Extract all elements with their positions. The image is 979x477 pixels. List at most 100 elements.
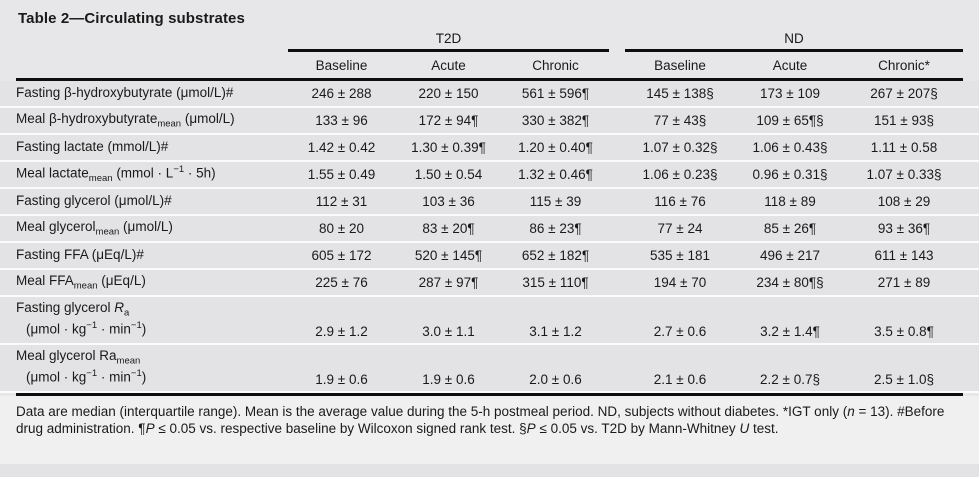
cell-value: 3.5 ± 0.8¶: [874, 324, 934, 339]
row-label: Meal glycerol Ramean (μmol · kg−1 · min−…: [16, 347, 288, 387]
table-bottom-rule: [16, 393, 963, 396]
row-label: Meal lactatemean (mmol · L−1 · 5h): [16, 164, 288, 186]
cell-value: 315 ± 110¶: [522, 275, 589, 290]
cell-value: 109 ± 65¶§: [756, 113, 824, 128]
row-label-line1: Fasting lactate (mmol/L)#: [16, 139, 169, 155]
row-label-line2: (μmol · kg−1 · min−1): [26, 368, 147, 385]
cell-value: 267 ± 207§: [870, 86, 938, 101]
table-row: Meal lactatemean (mmol · L−1 · 5h) 1.55 …: [0, 162, 979, 187]
cell-value: 1.9 ± 0.6: [315, 372, 368, 387]
cell-value: 194 ± 70: [653, 275, 707, 290]
cell-value: 2.2 ± 0.7§: [760, 372, 820, 387]
cell-value: 145 ± 138§: [646, 86, 714, 101]
cell-value: 535 ± 181: [650, 248, 710, 263]
cell-value: 1.11 ± 0.58: [870, 140, 938, 155]
row-label-line1: Meal glycerol Ramean: [16, 347, 141, 367]
column-header-row: Baseline Acute Chronic Baseline Acute Ch…: [0, 52, 979, 78]
cell-value: 112 ± 31: [315, 194, 368, 209]
cell-value: 77 ± 24: [657, 221, 703, 236]
cell-value: 77 ± 43§: [653, 113, 707, 128]
cell-value: 3.1 ± 1.2: [529, 324, 582, 339]
cell-value: 225 ± 76: [315, 275, 368, 290]
column-header-acute-t2d: Acute: [431, 57, 466, 73]
cell-value: 115 ± 39: [529, 194, 582, 209]
group-header-t2d: T2D: [288, 31, 609, 52]
column-header-chronic-t2d: Chronic: [532, 57, 579, 73]
cell-value: 173 ± 109: [760, 86, 820, 101]
row-label: Fasting β-hydroxybutyrate (μmol/L)#: [16, 84, 288, 102]
cell-value: 3.2 ± 1.4¶: [760, 324, 820, 339]
column-header-chronic-nd: Chronic*: [878, 57, 930, 73]
cell-value: 83 ± 20¶: [422, 221, 475, 236]
bottom-strip: [0, 464, 979, 477]
cell-value: 1.20 ± 0.40¶: [518, 140, 593, 155]
column-header-baseline-nd: Baseline: [654, 57, 706, 73]
row-label: Meal FFAmean (μEq/L): [16, 272, 288, 294]
cell-value: 246 ± 288: [311, 86, 372, 101]
row-label: Meal glycerolmean (μmol/L): [16, 218, 288, 240]
table-row: Meal glycerolmean (μmol/L) 80 ± 20 83 ± …: [0, 216, 979, 241]
cell-value: 1.30 ± 0.39¶: [411, 140, 486, 155]
table-row: Meal β-hydroxybutyratemean (μmol/L) 133 …: [0, 108, 979, 133]
cell-value: 133 ± 96: [315, 113, 368, 128]
cell-value: 234 ± 80¶§: [756, 275, 824, 290]
cell-value: 520 ± 145¶: [414, 248, 483, 263]
table-top-rule: [16, 78, 963, 81]
table-footnote: Data are median (interquartile range). M…: [0, 396, 979, 464]
group-header-row: T2D ND: [0, 31, 979, 52]
cell-value: 652 ± 182¶: [521, 248, 590, 263]
table-title: Table 2—Circulating substrates: [18, 10, 245, 27]
cell-value: 561 ± 596¶: [521, 86, 590, 101]
cell-value: 108 ± 29: [877, 194, 931, 209]
cell-value: 2.0 ± 0.6: [529, 372, 582, 387]
cell-value: 1.42 ± 0.42: [307, 140, 376, 155]
column-header-baseline-t2d: Baseline: [315, 57, 368, 73]
cell-value: 80 ± 20: [319, 221, 364, 236]
cell-value: 1.9 ± 0.6: [422, 372, 475, 387]
cell-value: 1.07 ± 0.33§: [866, 167, 942, 182]
cell-value: 172 ± 94¶: [418, 113, 479, 128]
group-header-nd: ND: [625, 31, 963, 52]
cell-value: 151 ± 93§: [874, 113, 934, 128]
table-row: Meal FFAmean (μEq/L) 225 ± 76 287 ± 97¶ …: [0, 270, 979, 295]
cell-value: 1.07 ± 0.32§: [642, 140, 718, 155]
cell-value: 2.1 ± 0.6: [653, 372, 707, 387]
cell-value: 1.06 ± 0.43§: [752, 140, 828, 155]
cell-value: 1.32 ± 0.46¶: [518, 167, 593, 182]
table-row: Fasting glycerol Ra (μmol · kg−1 · min−1…: [0, 297, 979, 343]
row-label-line1: Meal β-hydroxybutyratemean (μmol/L): [16, 110, 235, 130]
table-row: Fasting β-hydroxybutyrate (μmol/L)# 246 …: [0, 81, 979, 106]
row-label: Fasting FFA (μEq/L)#: [16, 246, 288, 264]
cell-value: 2.7 ± 0.6: [653, 324, 707, 339]
table-body: Fasting β-hydroxybutyrate (μmol/L)# 246 …: [0, 81, 979, 393]
cell-value: 271 ± 89: [877, 275, 931, 290]
cell-value: 86 ± 23¶: [529, 221, 582, 236]
cell-value: 118 ± 89: [764, 194, 816, 209]
cell-value: 93 ± 36¶: [877, 221, 931, 236]
cell-value: 116 ± 76: [654, 194, 706, 209]
cell-value: 3.0 ± 1.1: [422, 324, 475, 339]
row-label-line1: Fasting glycerol (μmol/L)#: [16, 193, 172, 209]
cell-value: 2.5 ± 1.0§: [874, 372, 934, 387]
row-label-line1: Meal lactatemean (mmol · L−1 · 5h): [16, 163, 216, 184]
row-label-line1: Fasting glycerol Ra: [16, 299, 130, 319]
row-label-line1: Fasting β-hydroxybutyrate (μmol/L)#: [16, 85, 234, 101]
cell-value: 496 ± 217: [760, 248, 820, 263]
row-label: Fasting lactate (mmol/L)#: [16, 138, 288, 156]
cell-value: 1.55 ± 0.49: [307, 167, 376, 182]
cell-value: 1.06 ± 0.23§: [642, 167, 718, 182]
column-header-acute-nd: Acute: [772, 57, 808, 73]
table-row: Fasting glycerol (μmol/L)# 112 ± 31 103 …: [0, 189, 979, 214]
cell-value: 287 ± 97¶: [418, 275, 479, 290]
row-label-line2: (μmol · kg−1 · min−1): [26, 320, 147, 337]
cell-value: 103 ± 36: [422, 194, 475, 209]
cell-value: 220 ± 150: [418, 86, 479, 101]
cell-value: 2.9 ± 1.2: [315, 324, 368, 339]
row-label-line1: Meal FFAmean (μEq/L): [16, 272, 146, 292]
cell-value: 1.50 ± 0.54: [414, 167, 483, 182]
row-label: Fasting glycerol Ra (μmol · kg−1 · min−1…: [16, 299, 288, 339]
row-label: Meal β-hydroxybutyratemean (μmol/L): [16, 110, 288, 132]
table-row: Fasting FFA (μEq/L)# 605 ± 172 520 ± 145…: [0, 243, 979, 268]
table-row: Fasting lactate (mmol/L)# 1.42 ± 0.42 1.…: [0, 135, 979, 160]
